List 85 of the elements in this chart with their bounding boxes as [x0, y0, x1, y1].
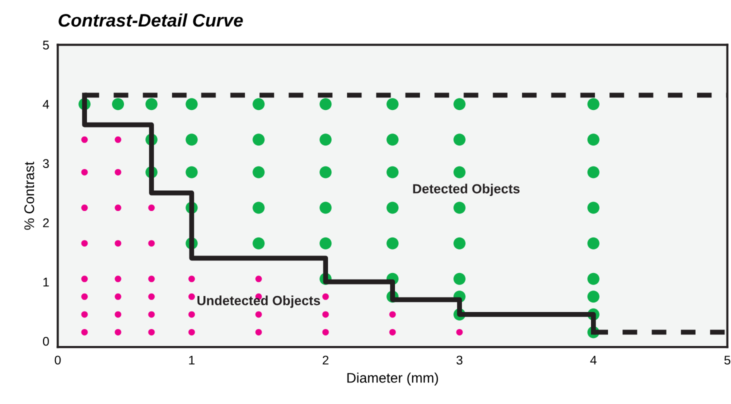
point [145, 98, 158, 110]
point [587, 134, 600, 146]
point [81, 276, 88, 282]
point [386, 237, 399, 250]
point [114, 328, 122, 336]
point [114, 204, 122, 212]
point [186, 166, 198, 178]
point [322, 311, 329, 318]
point [114, 240, 122, 247]
y-tick-label: 0 [42, 336, 49, 346]
point [188, 276, 195, 282]
point [186, 134, 198, 146]
point [320, 237, 332, 250]
x-axis-title: Diameter (mm) [347, 372, 438, 386]
point [587, 272, 600, 285]
point [252, 134, 265, 146]
point [114, 136, 122, 143]
point [456, 328, 463, 336]
point [81, 136, 88, 143]
point [114, 293, 122, 300]
point [188, 328, 195, 336]
chart-title: Contrast-Detail Curve [58, 13, 243, 27]
point [587, 237, 600, 250]
point [587, 166, 600, 178]
point [453, 272, 466, 285]
point [148, 276, 155, 282]
x-tick-label: 1 [189, 356, 195, 364]
x-tick-label: 0 [54, 356, 61, 365]
point [81, 328, 88, 336]
point [320, 134, 332, 146]
point [252, 166, 265, 178]
x-tick-label: 5 [724, 356, 730, 365]
point [255, 328, 262, 336]
point [148, 311, 155, 318]
x-tick-label: 3 [456, 356, 462, 365]
point [188, 311, 195, 318]
point [188, 293, 195, 300]
y-tick-label: 2 [43, 218, 49, 228]
point [453, 98, 466, 110]
point [186, 98, 198, 110]
x-tick-label: 4 [590, 356, 597, 364]
point [81, 311, 88, 318]
point [81, 204, 88, 212]
point [252, 237, 265, 250]
point [453, 202, 466, 214]
point [114, 276, 122, 282]
point [453, 134, 466, 146]
point [148, 328, 155, 336]
y-tick-label: 5 [42, 40, 49, 50]
point [389, 311, 396, 318]
point [81, 240, 88, 247]
x-tick-label: 2 [322, 356, 328, 364]
point [320, 202, 332, 214]
point [81, 293, 88, 300]
point [453, 237, 466, 250]
point [587, 98, 600, 110]
point [587, 290, 600, 303]
point [81, 168, 88, 176]
point [386, 166, 399, 178]
point [386, 98, 399, 110]
point [320, 98, 332, 110]
point [453, 166, 466, 178]
point [252, 98, 265, 110]
point [255, 311, 262, 318]
point [114, 311, 122, 318]
point [322, 328, 329, 336]
y-tick-label: 1 [43, 278, 49, 286]
point [148, 204, 155, 212]
point [389, 328, 396, 336]
point [322, 293, 329, 300]
y-tick-label: 4 [42, 100, 50, 109]
point [320, 166, 332, 178]
annotation: Undetected Objects [197, 296, 320, 308]
y-axis-title: % Contrast [24, 162, 34, 230]
point [112, 98, 124, 110]
point [386, 202, 399, 214]
point [386, 134, 399, 146]
point [114, 168, 122, 176]
y-tick-label: 3 [42, 159, 49, 168]
point [148, 240, 155, 247]
point [255, 276, 262, 282]
annotation: Detected Objects [413, 184, 520, 196]
point [587, 202, 600, 214]
point [252, 202, 265, 214]
point [148, 293, 155, 300]
